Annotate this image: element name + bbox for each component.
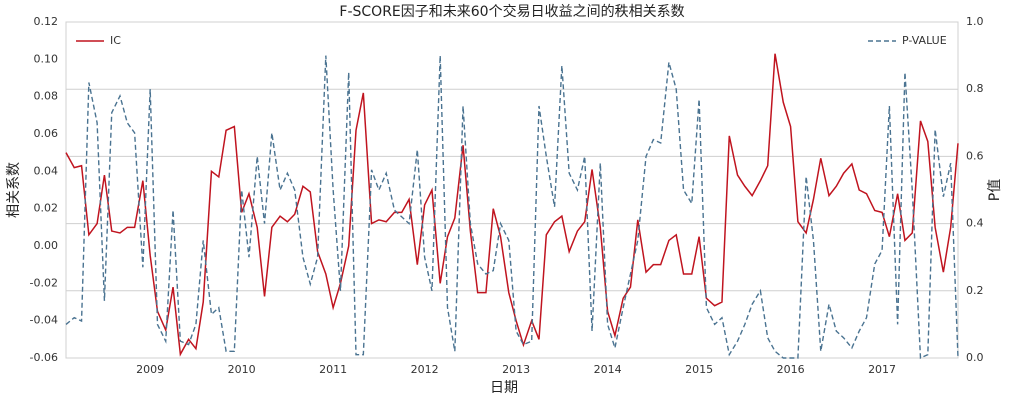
legend-label: IC bbox=[110, 34, 121, 47]
y-axis-label: 相关系数 bbox=[6, 162, 22, 218]
y-tick-label: -0.06 bbox=[30, 351, 58, 364]
x-tick-label: 2012 bbox=[411, 363, 439, 376]
x-tick-label: 2016 bbox=[777, 363, 805, 376]
y-tick-label: 0.10 bbox=[34, 52, 59, 65]
plot-frame bbox=[65, 21, 959, 359]
chart-title: F-SCORE因子和未来60个交易日收益之间的秩相关系数 bbox=[339, 3, 684, 20]
y2-tick-label: 1.0 bbox=[966, 15, 984, 28]
x-tick-label: 2015 bbox=[685, 363, 713, 376]
series-line bbox=[65, 55, 959, 360]
y-tick-label: 0.06 bbox=[34, 127, 59, 140]
y-tick-label: 0.04 bbox=[34, 164, 59, 177]
x-tick-label: 2010 bbox=[228, 363, 256, 376]
x-tick-label: 2009 bbox=[136, 363, 164, 376]
x-tick-label: 2011 bbox=[319, 363, 347, 376]
x-tick-label: 2017 bbox=[868, 363, 896, 376]
y-tick-label: 0.02 bbox=[34, 202, 59, 215]
series-line bbox=[65, 53, 959, 357]
y2-tick-label: 0.8 bbox=[966, 82, 984, 95]
legend-label: P-VALUE bbox=[902, 34, 947, 47]
y-tick-label: 0.12 bbox=[34, 15, 59, 28]
y2-axis-label: P值 bbox=[987, 179, 1003, 201]
y-tick-label: -0.04 bbox=[30, 314, 58, 327]
x-tick-label: 2013 bbox=[502, 363, 530, 376]
y-tick-label: 0.08 bbox=[34, 90, 59, 103]
y-tick-label: 0.00 bbox=[34, 239, 59, 252]
x-tick-label: 2014 bbox=[594, 363, 622, 376]
x-axis-label: 日期 bbox=[490, 380, 518, 396]
y2-tick-label: 0.0 bbox=[966, 351, 984, 364]
y2-tick-label: 0.6 bbox=[966, 149, 984, 162]
y2-tick-label: 0.2 bbox=[966, 284, 984, 297]
y-tick-label: -0.02 bbox=[30, 276, 58, 289]
y2-tick-label: 0.4 bbox=[966, 217, 984, 230]
